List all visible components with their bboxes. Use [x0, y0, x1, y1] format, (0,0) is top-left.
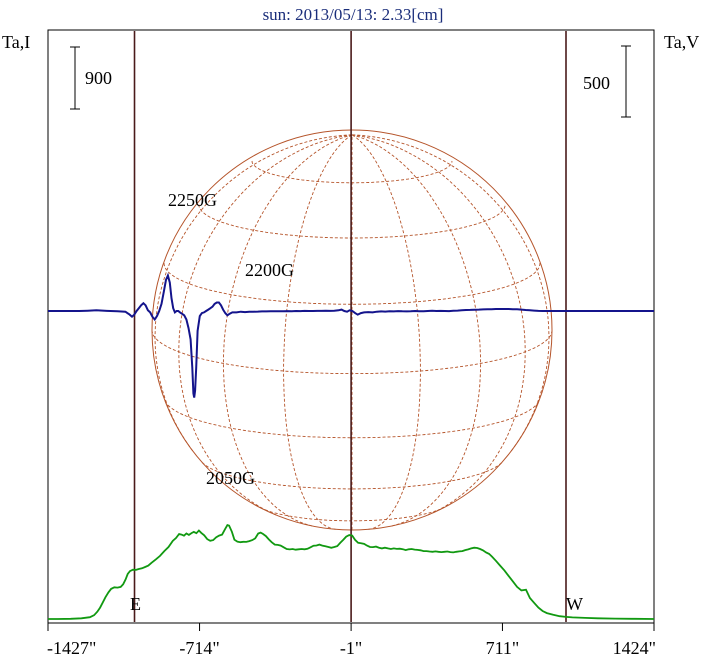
x-axis-ticks: -1427" -714" -1" 711" 1424" — [47, 623, 656, 658]
longitude-line — [351, 134, 482, 527]
series-intensity-line — [48, 524, 655, 620]
solar-disk-grid — [151, 129, 553, 531]
right-axis-label: Ta,V — [664, 32, 699, 52]
x-tick-label: -714" — [179, 638, 219, 658]
chart-title: sun: 2013/05/13: 2.33[cm] — [263, 5, 444, 24]
annotation-2200g: 2200G — [245, 260, 294, 280]
latitude-line — [164, 400, 540, 439]
longitude-line — [154, 134, 353, 452]
east-limb-label: E — [130, 594, 141, 614]
latitude-line — [260, 507, 444, 522]
left-scale-label: 900 — [85, 68, 112, 88]
x-tick-label: 711" — [486, 638, 520, 658]
longitude-line — [178, 134, 353, 516]
x-tick-label: -1427" — [47, 638, 96, 658]
annotation-2250g: 2250G — [168, 190, 217, 210]
latitude-line — [201, 462, 503, 490]
longitude-line — [351, 134, 550, 452]
longitude-line — [351, 134, 421, 530]
right-scale-label: 500 — [583, 73, 610, 93]
left-scale-bar — [70, 46, 80, 110]
west-limb-label: W — [566, 594, 583, 614]
vertical-markers — [133, 31, 567, 622]
longitude-line — [222, 134, 353, 527]
left-axis-label: Ta,I — [2, 32, 30, 52]
series-v-line — [48, 272, 654, 398]
x-tick-label: 1424" — [613, 638, 656, 658]
series-layer — [48, 272, 655, 620]
right-scale-bar — [621, 45, 631, 118]
longitude-line — [351, 134, 526, 516]
x-tick-label: -1" — [340, 638, 362, 658]
longitude-line — [283, 134, 353, 530]
annotation-2050g: 2050G — [206, 468, 255, 488]
